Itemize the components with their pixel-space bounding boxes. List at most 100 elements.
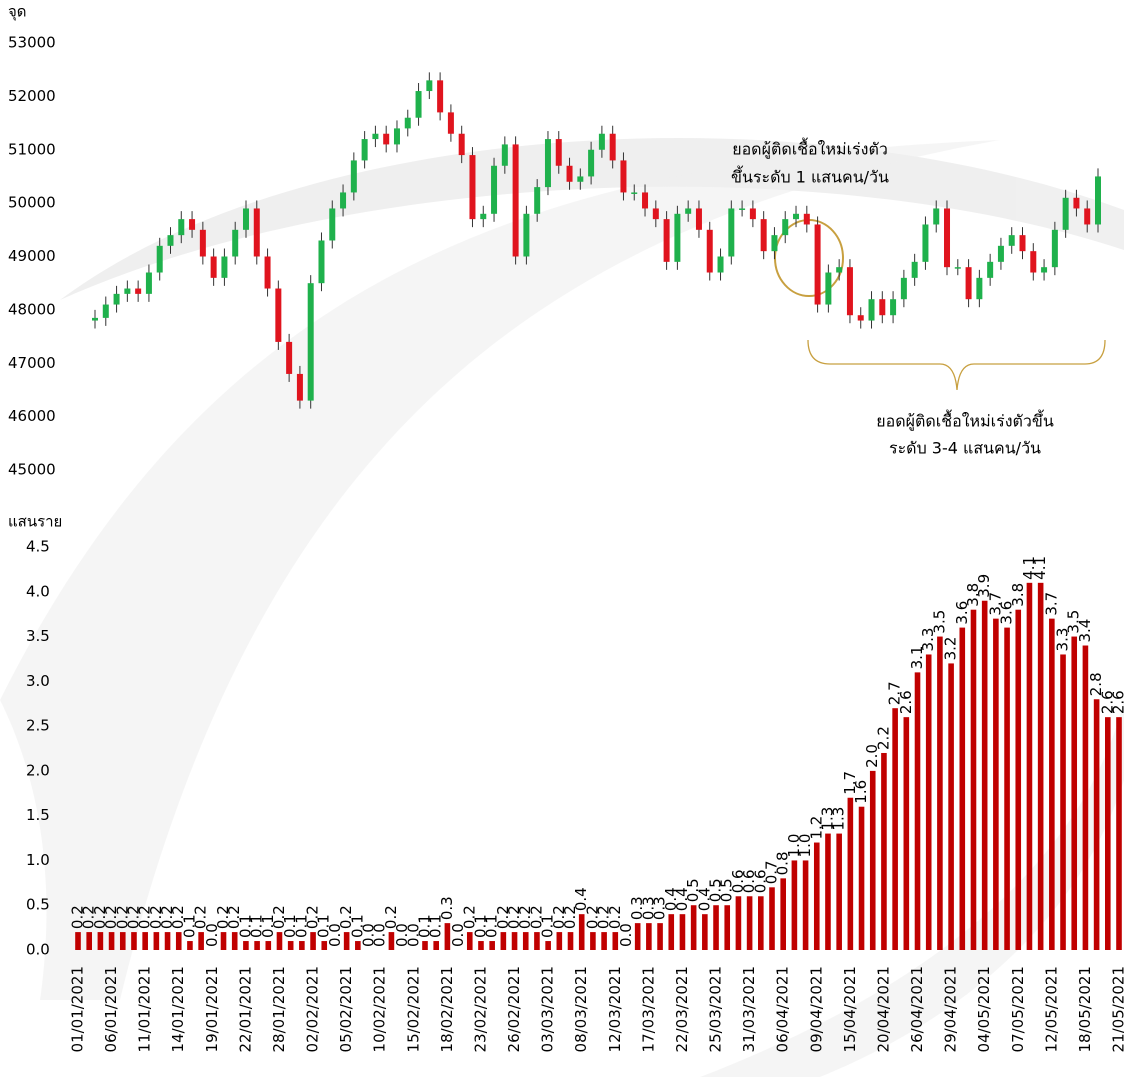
y-tick-label: 49000 xyxy=(8,247,56,265)
bar xyxy=(142,932,148,950)
candle-body xyxy=(253,208,260,257)
bar xyxy=(243,941,249,950)
bar xyxy=(556,932,563,950)
bar xyxy=(735,896,742,950)
value-label: 3.8 xyxy=(964,583,982,607)
x-tick-label: 01/01/2021 xyxy=(69,966,87,1052)
annotation: ขึ้นระดับ 1 แสนคน/วัน xyxy=(731,166,889,187)
bar xyxy=(198,932,204,950)
value-label: 0.4 xyxy=(662,887,680,911)
candle-body xyxy=(890,299,897,316)
y-tick-label: 48000 xyxy=(8,300,56,318)
value-label: 2.0 xyxy=(863,744,881,768)
value-label: 0.2 xyxy=(270,905,288,929)
value-label: 2.6 xyxy=(897,690,915,714)
x-tick-label: 28/01/2021 xyxy=(270,966,288,1052)
candle-body xyxy=(232,229,239,257)
bar xyxy=(959,627,966,950)
candle-body xyxy=(437,80,444,113)
y-tick-label: 1.5 xyxy=(26,806,50,824)
value-label: 3.6 xyxy=(998,601,1016,625)
bar xyxy=(903,717,910,950)
x-tick-label: 25/03/2021 xyxy=(707,966,725,1052)
annotation: ยอดผู้ติดเชื้อใหม่เร่งตัวขึ้น xyxy=(876,410,1054,432)
bar xyxy=(254,941,260,950)
x-tick-label: 19/01/2021 xyxy=(203,966,221,1052)
value-label: 1.3 xyxy=(830,807,848,831)
candle-body xyxy=(145,272,152,294)
value-label: 0.5 xyxy=(707,878,725,902)
x-tick-label: 12/03/2021 xyxy=(606,966,624,1052)
value-label: 0.0 xyxy=(404,923,422,947)
candle-body xyxy=(717,256,724,273)
x-tick-label: 03/03/2021 xyxy=(539,966,557,1052)
bar xyxy=(634,923,641,950)
value-label: 0.1 xyxy=(483,914,501,938)
bar xyxy=(925,654,932,950)
value-label: 0.6 xyxy=(740,869,758,893)
candle-body xyxy=(771,235,778,252)
value-label: 0.1 xyxy=(315,914,333,938)
candle-body xyxy=(900,277,907,300)
x-tick-label: 22/03/2021 xyxy=(673,966,691,1052)
bar xyxy=(612,932,619,950)
x-tick-label: 05/02/2021 xyxy=(337,966,355,1052)
bar xyxy=(679,914,686,950)
candle-body xyxy=(523,213,530,257)
candle-body xyxy=(480,213,487,220)
value-label: 1.3 xyxy=(818,807,836,831)
value-label: 0.2 xyxy=(225,905,243,929)
candle-body xyxy=(361,139,368,161)
value-label: 0.4 xyxy=(695,887,713,911)
candle-body xyxy=(620,160,627,193)
value-label: 0.3 xyxy=(628,896,646,920)
candle-body xyxy=(92,317,98,321)
value-label: 1.7 xyxy=(841,771,859,795)
value-label: 0.2 xyxy=(382,905,400,929)
candle-body xyxy=(976,277,983,300)
value-label: 0.0 xyxy=(371,923,389,947)
candle-body xyxy=(1051,229,1058,268)
bar xyxy=(668,914,675,950)
value-label: 0.2 xyxy=(80,905,98,929)
value-label: 0.1 xyxy=(427,914,445,938)
bar xyxy=(881,752,887,950)
bar xyxy=(164,932,171,950)
y-tick-label: 2.5 xyxy=(26,717,50,735)
value-label: 0.2 xyxy=(102,905,120,929)
candle-body xyxy=(577,176,584,182)
value-label: 0.2 xyxy=(158,905,176,929)
candle-body xyxy=(296,373,303,401)
bar xyxy=(1071,636,1078,950)
y-tick-label: 4.0 xyxy=(26,582,50,600)
annotation: ยอดผู้ติดเชื้อใหม่เร่งตัว xyxy=(732,138,888,160)
candle-body xyxy=(113,293,120,305)
value-label: 0.2 xyxy=(460,905,478,929)
bar xyxy=(1049,618,1055,950)
value-label: 3.3 xyxy=(919,628,937,652)
value-label: 0.3 xyxy=(651,896,669,920)
x-tick-label: 12/05/2021 xyxy=(1042,966,1060,1052)
bar xyxy=(489,941,495,950)
bar xyxy=(1015,609,1022,950)
value-label: 0.4 xyxy=(673,887,691,911)
value-label: 0.2 xyxy=(595,905,613,929)
bar xyxy=(1037,582,1044,950)
bar xyxy=(500,932,507,950)
value-label: 0.0 xyxy=(360,923,378,947)
bar xyxy=(131,932,137,950)
x-tick-label: 15/02/2021 xyxy=(404,966,422,1052)
bar xyxy=(220,932,227,950)
candle-body xyxy=(307,283,314,401)
candle-body xyxy=(836,267,843,273)
value-label: 0.2 xyxy=(606,905,624,929)
bar xyxy=(478,941,484,950)
value-label: 0.3 xyxy=(438,896,456,920)
x-tick-label: 14/01/2021 xyxy=(169,966,187,1052)
x-tick-label: 17/03/2021 xyxy=(639,966,657,1052)
candle-body xyxy=(868,299,875,321)
candle-body xyxy=(340,192,347,209)
value-label: 0.2 xyxy=(136,905,154,929)
candle-body xyxy=(555,139,562,166)
